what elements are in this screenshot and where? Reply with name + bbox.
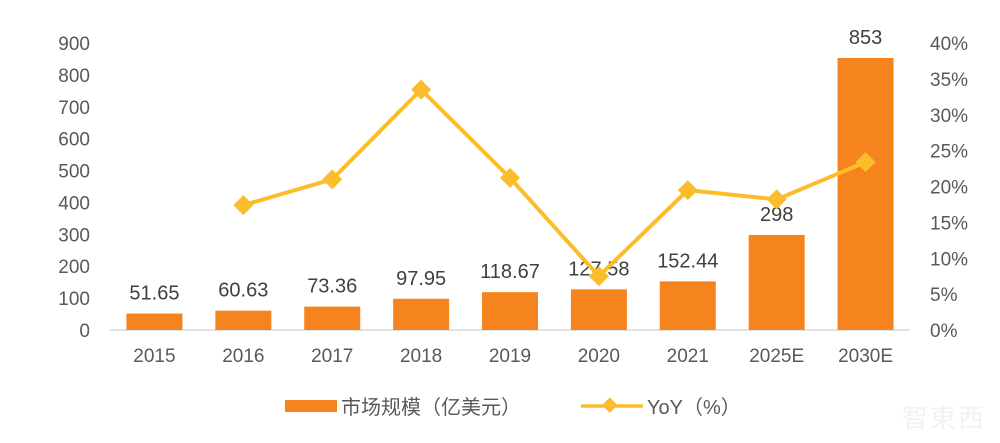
bar <box>482 292 538 330</box>
legend-label-market-size: 市场规模（亿美元） <box>341 397 521 419</box>
diamond-marker-icon <box>233 195 254 216</box>
x-axis-tick: 2016 <box>222 346 264 367</box>
bar-swatch-icon <box>285 399 337 412</box>
watermark-logo: 智東西 <box>901 403 986 433</box>
right-axis-tick: 20% <box>930 178 968 199</box>
bar <box>837 57 894 330</box>
left-axis-tick: 700 <box>58 98 90 119</box>
diamond-marker-icon <box>677 180 698 201</box>
bar-value-label: 51.65 <box>129 283 179 305</box>
x-axis-tick: 2021 <box>667 346 709 367</box>
left-axis-tick: 400 <box>58 193 90 214</box>
x-axis-tick: 2015 <box>133 346 175 367</box>
bar-value-label: 97.95 <box>396 268 446 290</box>
bar-value-label: 118.67 <box>480 261 540 283</box>
bar <box>126 313 183 330</box>
bar <box>748 234 805 330</box>
bar <box>215 310 272 330</box>
legend-label-yoy: YoY（%） <box>647 397 741 419</box>
bar-value-label: 152.44 <box>657 250 718 272</box>
x-axis-tick: 2019 <box>489 346 531 367</box>
diamond-marker-icon <box>411 79 432 100</box>
right-axis-tick: 5% <box>930 285 958 306</box>
yoy-line-series <box>233 79 876 287</box>
bar <box>659 281 716 330</box>
left-axis-tick: 900 <box>58 34 90 55</box>
bar <box>570 289 627 330</box>
bar-value-label: 73.36 <box>307 276 357 298</box>
left-axis-tick: 500 <box>58 162 90 183</box>
legend-item-market-size: 市场规模（亿美元） <box>285 391 521 420</box>
x-axis-labels: 2015 2016 2017 2018 2019 2020 2021 2025E 2030E <box>133 346 893 367</box>
right-axis-tick: 0% <box>930 321 958 342</box>
left-axis-tick: 300 <box>58 225 90 246</box>
left-axis-tick: 200 <box>58 257 90 278</box>
legend: 市场规模（亿美元） YoY（%） <box>285 391 741 420</box>
bar <box>304 306 361 330</box>
bar-value-label: 60.63 <box>218 280 268 302</box>
bar-series <box>126 57 894 330</box>
x-axis-tick: 2017 <box>311 346 353 367</box>
legend-item-yoy: YoY（%） <box>581 391 741 420</box>
diamond-marker-icon <box>500 167 520 188</box>
diamond-marker-icon <box>322 169 343 190</box>
right-y-axis: 0% 5% 10% 15% 20% 25% 30% 35% 40% <box>930 34 968 342</box>
left-axis-tick: 800 <box>58 66 90 87</box>
diamond-marker-icon <box>588 266 609 287</box>
bar-value-label: 853 <box>849 27 882 49</box>
left-axis-tick: 100 <box>58 289 90 310</box>
x-axis-tick: 2025E <box>749 346 804 367</box>
right-axis-tick: 15% <box>930 213 968 234</box>
diamond-marker-icon <box>855 152 876 173</box>
line-diamond-swatch-icon <box>581 396 643 413</box>
right-axis-tick: 25% <box>930 142 968 163</box>
x-axis-tick: 2018 <box>400 346 442 367</box>
left-axis-tick: 0 <box>79 321 90 342</box>
x-axis-tick: 2020 <box>578 346 620 367</box>
x-axis-tick: 2030E <box>838 346 893 367</box>
left-y-axis: 0 100 200 300 400 500 600 700 800 900 <box>58 34 90 342</box>
right-axis-tick: 40% <box>930 34 968 55</box>
diamond-marker-icon <box>766 189 787 210</box>
bar-value-label: 298 <box>760 204 793 226</box>
bar <box>393 298 450 330</box>
right-axis-tick: 35% <box>930 70 968 91</box>
right-axis-tick: 10% <box>930 249 968 270</box>
left-axis-tick: 600 <box>58 130 90 151</box>
right-axis-tick: 30% <box>930 106 968 127</box>
yoy-line <box>242 87 867 279</box>
